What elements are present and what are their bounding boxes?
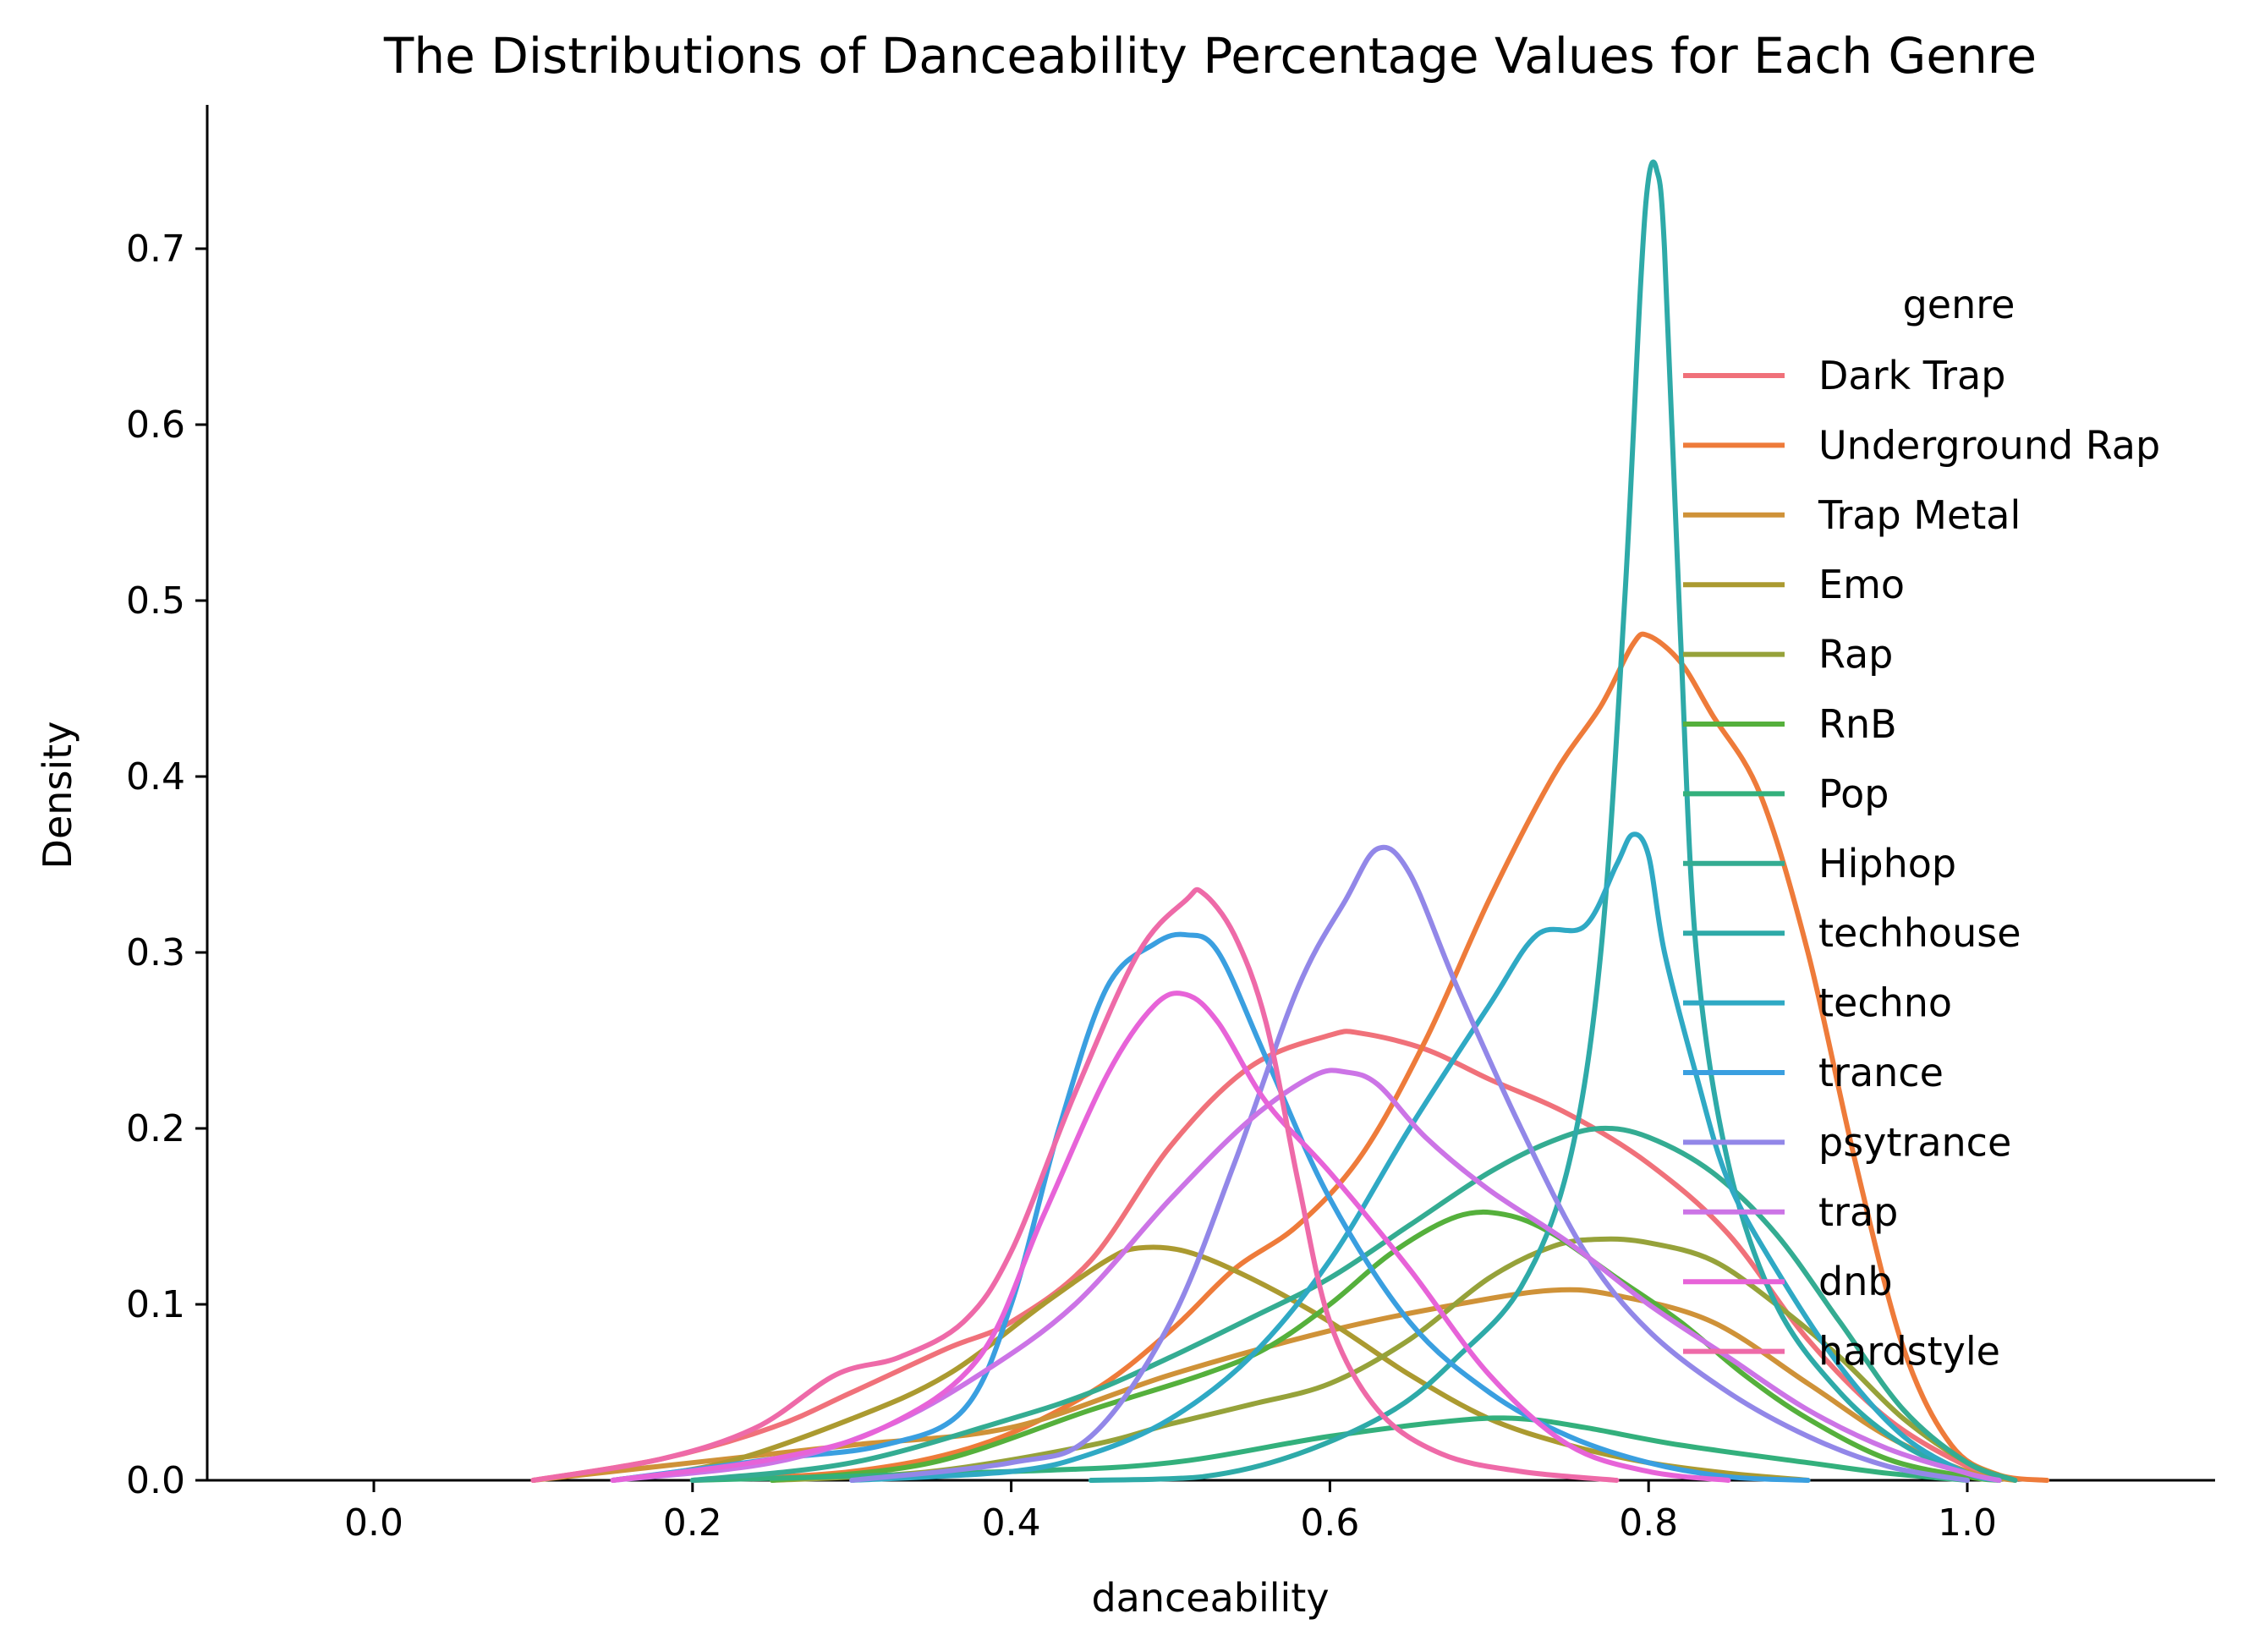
- y-tick-label: 0.3: [126, 931, 185, 974]
- series-line-trap-metal: [530, 1287, 2018, 1483]
- legend-item-trance: trance: [1683, 1050, 1944, 1095]
- series-line-dnb: [610, 991, 1731, 1483]
- x-tick-label: 1.0: [1938, 1501, 1997, 1545]
- series-line-hardstyle: [530, 886, 1620, 1483]
- legend-label: Dark Trap: [1818, 353, 2005, 398]
- legend-item-rnb: RnB: [1683, 701, 1897, 747]
- legend-items: Dark Trap Underground Rap Trap Metal Emo Rap…: [1683, 353, 2160, 1375]
- legend-label: psytrance: [1818, 1119, 2011, 1165]
- x-axis-title: danceability: [1091, 1575, 1329, 1621]
- x-tick-label: 0.4: [982, 1501, 1041, 1545]
- series-line-trap: [610, 1067, 2002, 1483]
- series-line-emo: [610, 1244, 1811, 1483]
- legend-label: Underground Rap: [1818, 422, 2160, 468]
- legend-item-dark-trap: Dark Trap: [1683, 353, 2005, 398]
- legend-item-emo: Emo: [1683, 562, 1905, 607]
- series-line-rap: [770, 1236, 2018, 1483]
- legend-label: Hiphop: [1818, 841, 1956, 886]
- x-axis-ticks: 0.0 0.2 0.4 0.6 0.8 1.0: [344, 1480, 1997, 1545]
- x-tick-label: 0.0: [344, 1501, 403, 1545]
- chart-title: The Distributions of Danceability Percen…: [383, 27, 2037, 85]
- y-tick-label: 0.2: [126, 1107, 185, 1150]
- legend-item-trap-metal: Trap Metal: [1683, 492, 2021, 538]
- legend-label: RnB: [1818, 701, 1897, 747]
- y-axis-ticks: 0.0 0.1 0.2 0.3 0.4 0.5 0.6 0.7: [126, 228, 207, 1502]
- series-line-trance: [610, 931, 1811, 1483]
- y-tick-label: 0.4: [126, 755, 185, 799]
- legend-item-dnb: dnb: [1683, 1259, 1893, 1304]
- y-axis-title: Density: [35, 722, 80, 870]
- legend-item-rap: Rap: [1683, 632, 1893, 678]
- series-line-underground-rap: [689, 631, 2050, 1483]
- legend-label: trance: [1818, 1050, 1944, 1095]
- y-tick-label: 0.0: [126, 1459, 185, 1502]
- series-line-hiphop: [689, 1125, 2018, 1483]
- legend-item-techno: techno: [1683, 980, 1952, 1026]
- legend-item-pop: Pop: [1683, 771, 1889, 816]
- x-tick-label: 0.6: [1300, 1501, 1359, 1545]
- legend-label: Pop: [1818, 771, 1889, 816]
- series-line-psytrance: [849, 844, 1970, 1483]
- legend-title: genre: [1903, 282, 2015, 327]
- legend-item-trap: trap: [1683, 1189, 1898, 1235]
- series-line-techno: [849, 831, 2002, 1483]
- legend-label: Trap Metal: [1818, 492, 2021, 538]
- legend-label: dnb: [1818, 1259, 1893, 1304]
- y-tick-label: 0.1: [126, 1283, 185, 1326]
- legend-item-psytrance: psytrance: [1683, 1119, 2011, 1165]
- legend-label: Rap: [1818, 632, 1893, 678]
- legend-label: trap: [1818, 1189, 1898, 1235]
- legend-item-hiphop: Hiphop: [1683, 841, 1956, 886]
- x-tick-label: 0.8: [1619, 1501, 1678, 1545]
- legend-item-techhouse: techhouse: [1683, 910, 2021, 956]
- y-tick-label: 0.7: [126, 228, 185, 271]
- y-tick-label: 0.6: [126, 403, 185, 447]
- x-tick-label: 0.2: [663, 1501, 722, 1545]
- legend-item-hardstyle: hardstyle: [1683, 1329, 2000, 1375]
- legend-label: hardstyle: [1818, 1329, 2000, 1375]
- legend: genre Dark Trap Underground Rap Trap Metal…: [1683, 282, 2160, 1375]
- legend-label: Emo: [1818, 562, 1905, 607]
- series-line-rnb: [770, 1209, 2002, 1483]
- y-tick-label: 0.5: [126, 579, 185, 623]
- series-lines: [530, 159, 2050, 1483]
- legend-label: techno: [1818, 980, 1952, 1026]
- legend-item-underground-rap: Underground Rap: [1683, 422, 2160, 468]
- legend-label: techhouse: [1818, 910, 2021, 956]
